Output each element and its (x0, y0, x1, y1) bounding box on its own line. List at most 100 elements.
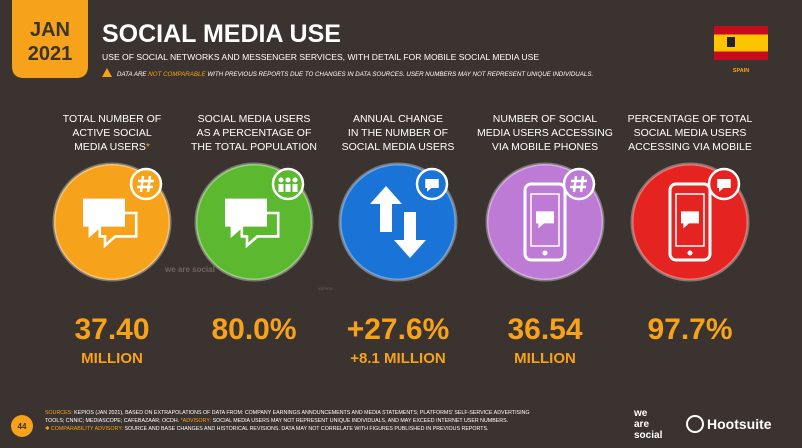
stat-label: AS A PERCENTAGE OF (197, 127, 312, 139)
logo-line: are (634, 419, 649, 430)
text-segment: SOURCES: (45, 410, 73, 416)
icon (137, 175, 154, 193)
icon (536, 211, 554, 229)
icon (370, 186, 402, 232)
label-line: IN THE NUMBER OF (348, 127, 448, 139)
label-marker: * (146, 141, 150, 153)
label-line: SOCIAL MEDIA USERS (342, 141, 455, 153)
stat-label: THE TOTAL POPULATION (191, 141, 317, 153)
icon (425, 179, 439, 192)
hootsuite-owl (686, 415, 704, 433)
label-line: ACCESSING VIA MOBILE (628, 141, 752, 153)
warning-icon (102, 68, 112, 77)
flag-stripe (714, 34, 768, 52)
flag-emblem (727, 37, 735, 47)
text-segment: WITH PREVIOUS REPORTS DUE TO CHANGES IN … (206, 71, 594, 78)
icon (225, 198, 267, 239)
icon (681, 211, 699, 229)
icon (530, 193, 560, 247)
stat-label: ACCESSING VIA MOBILE (628, 141, 752, 153)
stat-label: NUMBER OF SOCIAL (493, 113, 598, 125)
label-line: TOTAL NUMBER OF (63, 113, 161, 125)
icon (675, 193, 705, 247)
stat-value: 80.0% (211, 313, 296, 346)
warning: DATA ARE NOT COMPARABLE WITH PREVIOUS RE… (117, 71, 593, 78)
icon (83, 198, 125, 239)
stat-label: ANNUAL CHANGE (353, 113, 443, 125)
hootsuite-logo: Hootsuite (707, 416, 772, 432)
icon (570, 175, 587, 193)
stat-unit: +8.1 MILLION (350, 350, 445, 367)
icon (285, 177, 291, 183)
stat-icon (194, 162, 314, 282)
stat-label: VIA MOBILE PHONES (492, 141, 598, 153)
stat-label: MEDIA USERS* (74, 141, 150, 153)
text-segment: *ADVISORY: (181, 418, 212, 424)
footer-line: SOURCES: KEPIOS (JAN 2021), BASED ON EXT… (45, 410, 530, 416)
stat-label: SOCIAL MEDIA USERS (198, 113, 311, 125)
page-badge (11, 415, 33, 437)
stat-value: 97.7% (647, 313, 732, 346)
stat-label: ACTIVE SOCIAL (72, 127, 152, 139)
icon (285, 184, 291, 192)
text-segment: KEPIOS (JAN 2021), BASED ON EXTRAPOLATIO… (73, 410, 530, 416)
watermark: KEPIOS (318, 286, 333, 291)
date-badge (12, 0, 88, 78)
icon (717, 179, 731, 192)
text-segment: NOT COMPARABLE (148, 71, 206, 78)
label-line: PERCENTAGE OF TOTAL (628, 113, 753, 125)
label-line: SOCIAL MEDIA USERS (198, 113, 311, 125)
text-segment: DATA ARE (117, 71, 148, 78)
footer-line: TOOLS; CNNIC; MEDIASCOPE; CAFEBAZAAR; OC… (45, 418, 508, 424)
icon (292, 177, 298, 183)
text-segment: SOCIAL MEDIA USERS MAY NOT REPRESENT UNI… (211, 418, 508, 424)
label-line: SOCIAL MEDIA USERS (634, 127, 747, 139)
icon (542, 250, 548, 256)
icon (668, 182, 712, 262)
title: SOCIAL MEDIA USE (102, 20, 341, 48)
label-line: ANNUAL CHANGE (353, 113, 443, 125)
stat-icon (485, 162, 605, 282)
label-line: THE TOTAL POPULATION (191, 141, 317, 153)
label-line: VIA MOBILE PHONES (492, 141, 598, 153)
icon (292, 184, 298, 192)
country: SPAIN (733, 68, 749, 74)
subtitle: USE OF SOCIAL NETWORKS AND MESSENGER SER… (102, 52, 539, 62)
stat-label: TOTAL NUMBER OF (63, 113, 161, 125)
text-segment: SOURCE AND BASE CHANGES AND HISTORICAL R… (123, 426, 488, 432)
stat-unit: MILLION (514, 350, 576, 367)
stat-label: MEDIA USERS ACCESSING (477, 127, 613, 139)
stat-icon (52, 162, 172, 282)
stat-unit: MILLION (81, 350, 143, 367)
stat-icon (338, 162, 458, 282)
text-segment: ✱ COMPARABILITY ADVISORY: (45, 426, 123, 432)
stat-value: 36.54 (507, 313, 582, 346)
label-line: MEDIA USERS ACCESSING (477, 127, 613, 139)
logo-line: social (634, 430, 663, 441)
icon (278, 177, 284, 183)
stat-label: SOCIAL MEDIA USERS (634, 127, 747, 139)
label-line: MEDIA USERS (74, 141, 146, 153)
icon (394, 212, 426, 258)
stat-label: SOCIAL MEDIA USERS (342, 141, 455, 153)
badge-year: 2021 (28, 43, 73, 65)
label-line: NUMBER OF SOCIAL (493, 113, 598, 125)
icon (687, 250, 693, 256)
text-segment: TOOLS; CNNIC; MEDIASCOPE; CAFEBAZAAR; OC… (45, 418, 181, 424)
stat-icon (630, 162, 750, 282)
watermark: we are social (164, 265, 215, 274)
icon (523, 182, 567, 262)
label-line: ACTIVE SOCIAL (72, 127, 152, 139)
page-number: 44 (18, 422, 27, 431)
badge-month: JAN (30, 19, 70, 41)
label-line: AS A PERCENTAGE OF (197, 127, 312, 139)
logo-line: we (633, 408, 648, 419)
stat-value: +27.6% (347, 313, 450, 346)
flag (714, 26, 768, 60)
stat-label: PERCENTAGE OF TOTAL (628, 113, 753, 125)
icon-badge (562, 167, 596, 201)
stat-label: IN THE NUMBER OF (348, 127, 448, 139)
footer-line: ✱ COMPARABILITY ADVISORY: SOURCE AND BAS… (45, 426, 489, 432)
icon-badge (129, 167, 163, 201)
